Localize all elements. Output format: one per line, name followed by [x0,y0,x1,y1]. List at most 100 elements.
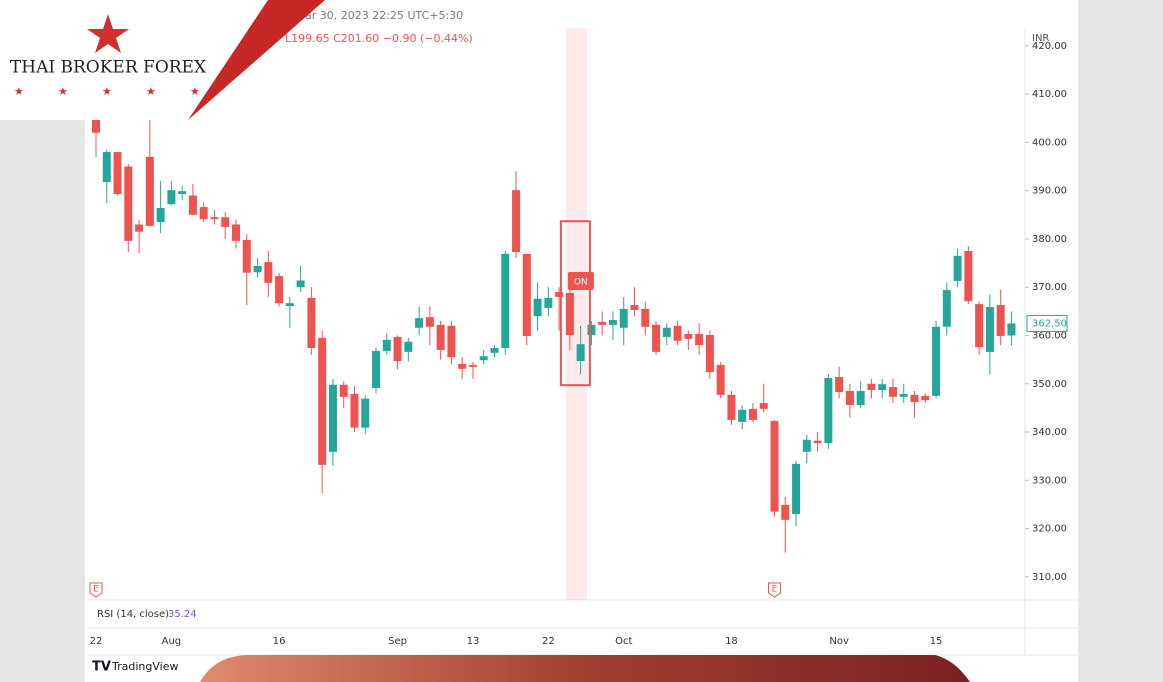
candle-body [275,276,284,304]
highlight-box [559,220,591,387]
candle-body [232,224,241,241]
candle-body [393,336,402,362]
candle-body [781,504,790,520]
candle-body [350,393,359,428]
candle-body [361,398,370,428]
candle-body [964,251,973,302]
candle-body [210,217,219,220]
header-date: ar 30, 2023 22:25 UTC+5:30 [305,9,463,22]
candle-body [221,217,230,227]
earnings-marker [768,582,782,598]
plot: 310.00 320.00 330.00 340.00 350.00 360.00 370.… [89,28,1068,647]
candle-body [845,390,854,405]
candle-body [975,304,984,348]
candle-body [899,393,908,397]
small-star: ★ [14,85,24,98]
candle-body [512,190,521,252]
logo-stars: ★ ★ ★ ★ ★ [14,85,200,98]
y-tick-label: 360.00 [1032,330,1067,341]
y-tick-label: 340.00 [1032,427,1067,438]
panel [85,0,1078,682]
candle-body [544,297,553,308]
candle-body [910,394,919,403]
x-tick-label: 15 [930,636,943,647]
candle-body [662,327,671,337]
candle-body [641,308,650,327]
x-tick-label: Oct [615,636,632,647]
candle-body [835,376,844,392]
y-tick-label: 410.00 [1032,89,1067,100]
annotation-text: ON [574,278,588,288]
candle-body [716,364,725,395]
logo-star [87,14,129,53]
candle-body [652,324,661,352]
candle-body [102,152,111,182]
x-tick-label: Aug [162,636,182,647]
small-star: ★ [58,85,68,98]
candle-body [856,390,865,405]
candle-body [242,239,251,273]
candle-body [318,337,327,465]
candle-body [598,321,607,325]
candle-body [932,326,941,396]
candle-body [145,156,154,226]
small-star: ★ [102,85,112,98]
y-tick-label: 400.00 [1032,137,1067,148]
candle-body [436,324,445,350]
candle-body [468,364,477,367]
candle-body [738,409,747,422]
candle-body [404,341,413,352]
candle-body [619,308,628,328]
candle-body [307,297,316,349]
candle-body [555,292,564,297]
footer-brand: TradingView [111,660,178,673]
candle-body [802,439,811,452]
candle-body [490,348,499,353]
candle-body [199,207,208,220]
candle-body [285,303,294,307]
candle-body [608,320,617,325]
highlight-band [565,28,587,600]
annotation-badge [567,272,594,290]
candle-body [576,344,585,362]
last-price-label: 362.50 [1032,318,1067,329]
x-tick-label: Sep [388,636,407,647]
candle-body [156,208,165,223]
candle-body [684,334,693,339]
candle-body [188,195,197,215]
candle-body [415,318,424,328]
earnings-label: E [772,585,778,595]
y-tick-label: 380.00 [1032,234,1067,245]
candle-body [813,440,822,444]
small-star: ★ [146,85,156,98]
y-tick-label: 330.00 [1032,475,1067,486]
candle-body [770,420,779,512]
candle-body [878,384,887,391]
footer-band [200,655,970,682]
candle-body [565,293,574,335]
small-star: ★ [190,85,200,98]
candle-body [824,377,833,444]
logo-stripe [188,0,325,120]
logo-text: THAI BROKER FOREX [10,58,207,78]
candle-body [942,290,951,327]
x-tick-label: 16 [273,636,286,647]
header-ohlc: L199.65 C201.60 −0.90 (−0.44%) [285,32,473,45]
candle-body [727,394,736,420]
currency: INR [1032,33,1049,44]
indicator-name: RSI (14, close) [97,609,169,620]
candle-body [92,118,100,133]
candle-body [953,255,962,281]
x-tick-label: 13 [467,636,480,647]
x-tick-label: 22 [542,636,555,647]
candle-body [867,383,876,391]
y-tick-label: 370.00 [1032,282,1067,293]
candle-body [328,384,337,452]
x-tick-label: 22 [90,636,103,647]
y-tick-label: 350.00 [1032,379,1067,390]
candle-body [124,166,133,241]
earnings-label: E [93,585,99,595]
logo-bg [0,0,325,120]
